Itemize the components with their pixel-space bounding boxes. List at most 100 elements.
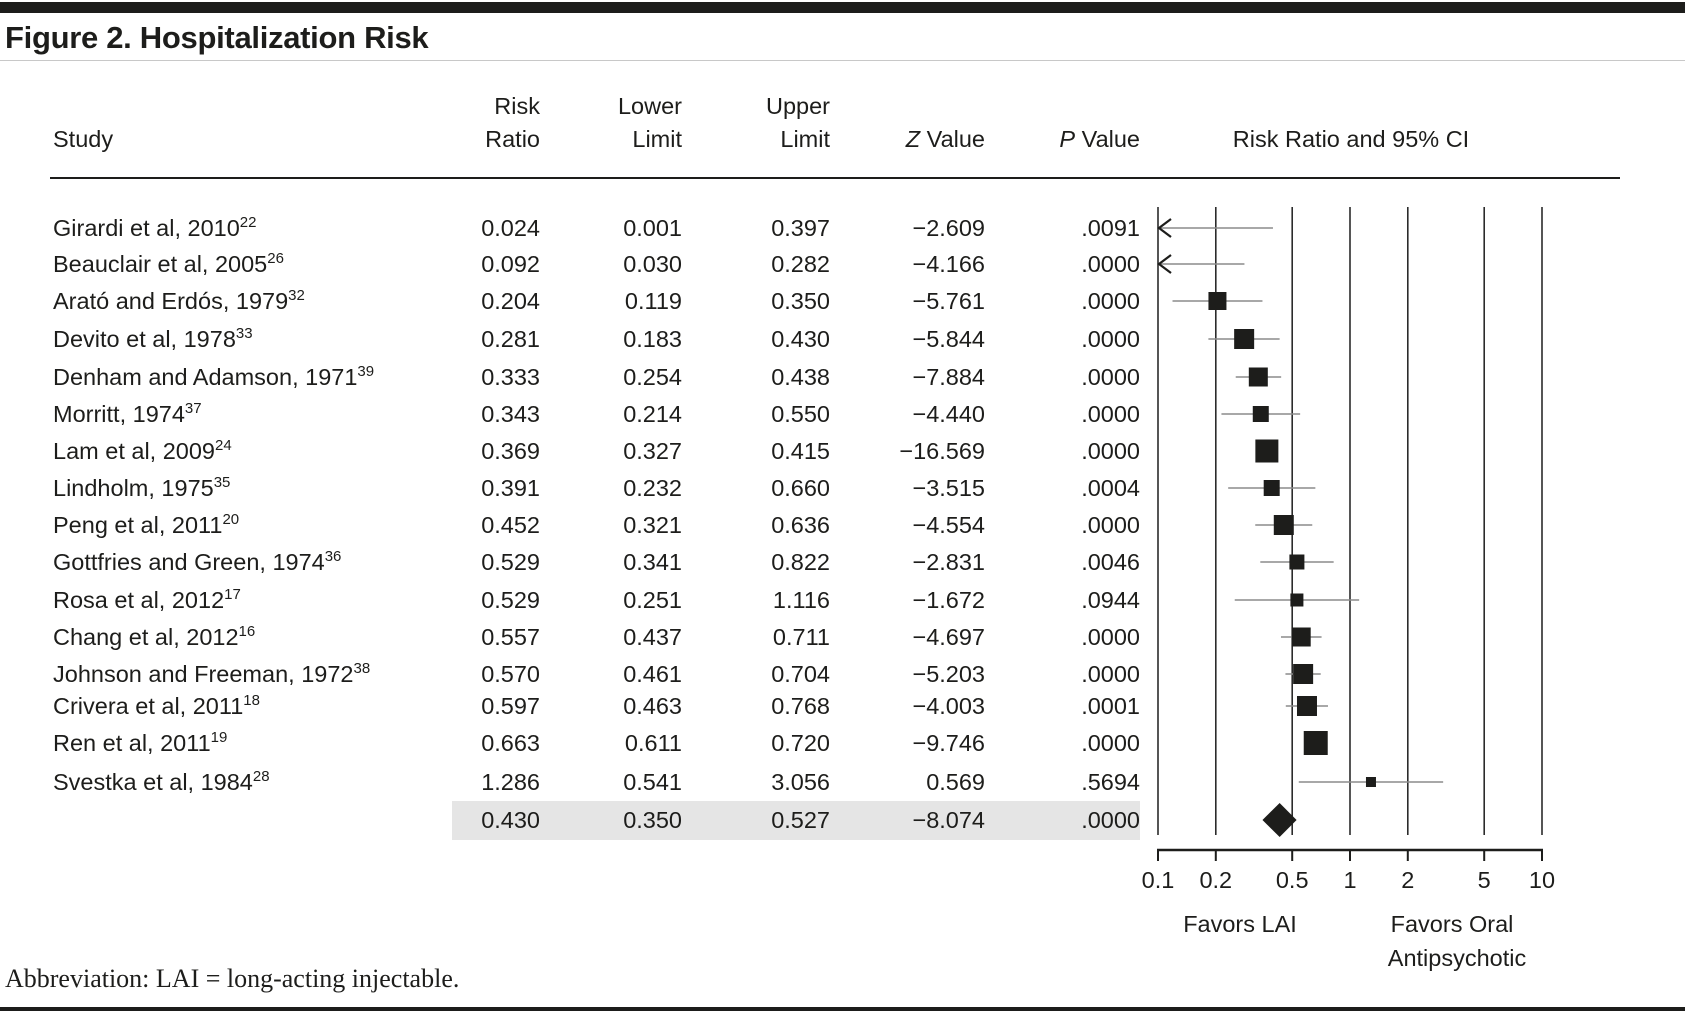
point-estimate-square <box>1293 664 1314 684</box>
forest-row <box>1255 515 1313 535</box>
column-header-upper-line2: Limit <box>780 126 830 152</box>
z-value-cell: −4.003 <box>912 693 985 719</box>
column-header-plot: Risk Ratio and 95% CI <box>1232 126 1470 152</box>
p-value-cell: .5694 <box>1081 769 1140 795</box>
upper-limit-cell: 1.116 <box>772 587 830 613</box>
top-rule <box>0 2 1685 13</box>
abbreviation-note: Abbreviation: LAI = long-acting injectab… <box>5 964 460 993</box>
reference-number: 39 <box>357 363 375 381</box>
z-value-cell: −1.672 <box>912 587 985 613</box>
summary-risk-ratio-cell: 0.430 <box>481 807 540 833</box>
risk-ratio-cell: 0.597 <box>481 693 540 719</box>
p-value-cell: .0000 <box>1081 730 1140 756</box>
p-value-cell: .0091 <box>1081 215 1140 241</box>
study-name-cell: Chang et al, 201216 <box>53 623 256 650</box>
upper-limit-cell: 0.704 <box>771 661 830 687</box>
forest-row <box>1172 292 1263 310</box>
p-value-cell: .0000 <box>1081 661 1140 687</box>
upper-limit-cell: 0.430 <box>771 326 830 352</box>
upper-limit-cell: 0.768 <box>771 693 830 719</box>
risk-ratio-cell: 0.452 <box>481 512 540 538</box>
reference-number: 24 <box>215 437 232 455</box>
forest-row <box>1228 480 1316 496</box>
title-underline <box>0 60 1685 61</box>
p-value-cell: .0000 <box>1081 364 1140 390</box>
risk-ratio-cell: 0.204 <box>481 288 540 314</box>
bottom-rule <box>0 1007 1685 1011</box>
summary-lower-limit-cell: 0.350 <box>623 807 682 833</box>
z-value-cell: −9.746 <box>912 730 985 756</box>
study-name-cell: Devito et al, 197833 <box>53 325 253 352</box>
point-estimate-square <box>1248 367 1268 387</box>
lower-limit-cell: 0.183 <box>623 326 682 352</box>
upper-limit-cell: 0.415 <box>771 438 830 464</box>
favors-oral-label-line2: Antipsychotic <box>1388 945 1527 971</box>
p-value-cell: .0046 <box>1081 549 1140 575</box>
column-header-risk-ratio: Risk Ratio <box>485 90 540 156</box>
risk-ratio-cell: 0.529 <box>481 549 540 575</box>
risk-ratio-cell: 0.557 <box>481 624 540 650</box>
lower-limit-cell: 0.611 <box>624 730 682 756</box>
axis-tick-label: 2 <box>1401 867 1414 893</box>
point-estimate-square <box>1291 627 1311 647</box>
study-name-cell: Denham and Adamson, 197139 <box>53 363 375 390</box>
left-clip-arrow-icon <box>1157 218 1172 238</box>
axis-tick-label: 10 <box>1529 867 1555 893</box>
lower-limit-cell: 0.030 <box>623 251 682 277</box>
summary-z-value-cell: −8.074 <box>912 807 985 833</box>
p-value-cell: .0000 <box>1081 512 1140 538</box>
p-rest: Value <box>1075 126 1140 152</box>
summary-diamond <box>1262 803 1297 837</box>
forest-row <box>1303 731 1328 755</box>
z-value-cell: −4.166 <box>912 251 985 277</box>
study-name-cell: Johnson and Freeman, 197238 <box>53 660 371 687</box>
lower-limit-cell: 0.341 <box>623 549 682 575</box>
study-name-cell: Ren et al, 201119 <box>53 729 228 756</box>
forest-row <box>1285 696 1328 716</box>
study-name-cell: Arató and Erdós, 197932 <box>53 287 305 314</box>
column-header-z-value: Z Value <box>906 123 985 156</box>
point-estimate-square <box>1208 292 1227 310</box>
forest-row <box>1280 627 1322 647</box>
upper-limit-cell: 0.711 <box>772 624 830 650</box>
reference-number: 37 <box>184 400 202 418</box>
z-value-cell: 0.569 <box>926 769 985 795</box>
upper-limit-cell: 0.438 <box>771 364 830 390</box>
lower-limit-cell: 0.461 <box>623 661 682 687</box>
reference-number: 28 <box>252 768 270 786</box>
column-header-risk-ratio-line1: Risk <box>494 93 540 119</box>
forest-row <box>1255 439 1279 463</box>
p-value-cell: .0001 <box>1081 693 1140 719</box>
risk-ratio-cell: 0.092 <box>481 251 540 277</box>
z-rest: Value <box>920 126 985 152</box>
forest-row <box>1221 406 1301 422</box>
summary-p-value-cell: .0000 <box>1081 807 1140 833</box>
point-estimate-square <box>1365 777 1376 787</box>
study-name-cell: Peng et al, 201120 <box>53 511 240 538</box>
forest-row <box>1234 593 1360 607</box>
upper-limit-cell: 0.397 <box>771 215 830 241</box>
study-name-cell: Beauclair et al, 200526 <box>53 250 284 277</box>
risk-ratio-cell: 0.281 <box>481 326 540 352</box>
z-value-cell: −7.884 <box>912 364 985 390</box>
risk-ratio-cell: 0.529 <box>481 587 540 613</box>
study-name-cell: Crivera et al, 201118 <box>53 692 260 719</box>
upper-limit-cell: 0.350 <box>771 288 830 314</box>
upper-limit-cell: 0.720 <box>771 730 830 756</box>
column-header-upper-line1: Upper <box>765 93 830 119</box>
reference-number: 26 <box>267 250 284 268</box>
lower-limit-cell: 0.321 <box>623 512 682 538</box>
favors-lai-label: Favors LAI <box>1183 911 1297 937</box>
forest-row <box>1235 367 1282 387</box>
p-italic: P <box>1059 126 1076 152</box>
p-value-cell: .0000 <box>1081 288 1140 314</box>
column-header-lower-line2: Limit <box>632 126 682 152</box>
z-value-cell: −5.203 <box>912 661 985 687</box>
reference-number: 16 <box>238 623 256 641</box>
axis-tick-label: 0.5 <box>1276 867 1309 893</box>
axis-tick-label: 1 <box>1343 867 1356 893</box>
forest-row <box>1157 218 1273 238</box>
forest-row <box>1260 554 1334 570</box>
reference-number: 33 <box>235 325 253 343</box>
